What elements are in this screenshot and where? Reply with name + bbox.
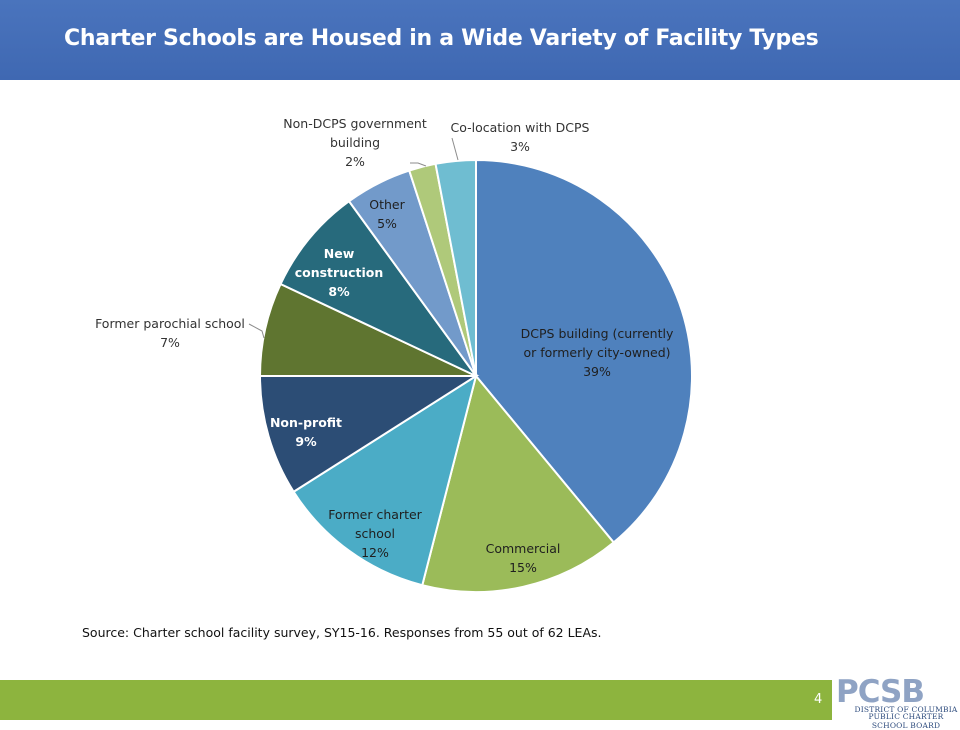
footer-bar (0, 680, 832, 720)
slice-label-1: Commercial 15% (486, 541, 561, 575)
leader-line-7 (410, 162, 427, 167)
logo-mark: PCSB (836, 674, 925, 710)
slice-label-6: Other 5% (369, 197, 405, 231)
source-note: Source: Charter school facility survey, … (82, 625, 602, 640)
slice-label-2: Former charter school 12% (328, 507, 422, 560)
slice-label-7: Non-DCPS government building 2% (283, 116, 427, 169)
page-title: Charter Schools are Housed in a Wide Var… (64, 26, 819, 51)
title-bar: Charter Schools are Housed in a Wide Var… (0, 0, 960, 80)
pie-slice-2 (292, 373, 478, 587)
leader-line-4 (248, 323, 265, 339)
page-number: 4 (814, 692, 823, 707)
slice-label-8: Co-location with DCPS 3% (450, 120, 589, 154)
slice-label-3: Non-profit 9% (270, 415, 342, 449)
logo-line-2: PUBLIC CHARTER SCHOOL BOARD (868, 712, 944, 730)
pie-slice-5 (279, 199, 477, 377)
pie-slice-8 (434, 158, 477, 377)
pie-slice-0 (475, 158, 693, 544)
pie-slice-3 (258, 375, 480, 494)
slice-label-5: New construction 8% (295, 246, 384, 299)
slice-label-0: DCPS building (currently or formerly city… (521, 326, 674, 379)
pie-slice-1 (421, 373, 616, 593)
leader-line-8 (451, 137, 459, 161)
pcsb-logo: PCSB DISTRICT OF COLUMBIA PUBLIC CHARTER… (834, 674, 958, 730)
slice-label-4: Former parochial school 7% (95, 316, 245, 350)
logo-line-1: DISTRICT OF COLUMBIA (854, 705, 958, 714)
